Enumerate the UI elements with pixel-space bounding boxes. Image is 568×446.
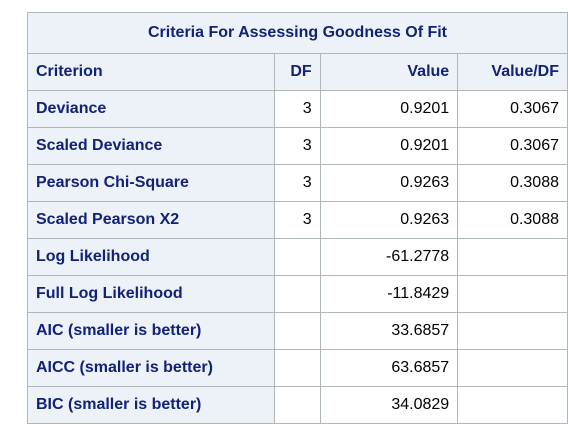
row-criterion: AICC (smaller is better) [28, 350, 275, 387]
table-row: Scaled Deviance 3 0.9201 0.3067 [28, 128, 568, 165]
cell-value: -61.2778 [320, 239, 458, 276]
row-criterion: AIC (smaller is better) [28, 313, 275, 350]
cell-df [274, 387, 320, 424]
cell-value-per-df: 0.3088 [458, 165, 568, 202]
cell-df [274, 276, 320, 313]
goodness-of-fit-table: Criteria For Assessing Goodness Of Fit C… [27, 12, 568, 424]
cell-value-per-df: 0.3067 [458, 91, 568, 128]
table-row: Full Log Likelihood -11.8429 [28, 276, 568, 313]
row-criterion: Full Log Likelihood [28, 276, 275, 313]
row-criterion: Scaled Pearson X2 [28, 202, 275, 239]
cell-df [274, 313, 320, 350]
cell-value: 0.9201 [320, 91, 458, 128]
table-row: Log Likelihood -61.2778 [28, 239, 568, 276]
cell-value: 0.9263 [320, 165, 458, 202]
cell-value-per-df [458, 387, 568, 424]
cell-value-per-df: 0.3067 [458, 128, 568, 165]
cell-df: 3 [274, 91, 320, 128]
table-title: Criteria For Assessing Goodness Of Fit [28, 13, 568, 54]
goodness-of-fit-table-wrapper: Criteria For Assessing Goodness Of Fit C… [27, 12, 568, 424]
table-body: Deviance 3 0.9201 0.3067 Scaled Deviance 3 0.9… [28, 91, 568, 424]
cell-value-per-df [458, 239, 568, 276]
table-header-row: Criterion DF Value Value/DF [28, 54, 568, 91]
table-title-row: Criteria For Assessing Goodness Of Fit [28, 13, 568, 54]
table-row: Pearson Chi-Square 3 0.9263 0.3088 [28, 165, 568, 202]
row-criterion: Scaled Deviance [28, 128, 275, 165]
cell-value: 63.6857 [320, 350, 458, 387]
column-header-value: Value [320, 54, 458, 91]
cell-value-per-df [458, 276, 568, 313]
cell-value: 34.0829 [320, 387, 458, 424]
row-criterion: Pearson Chi-Square [28, 165, 275, 202]
column-header-value-per-df: Value/DF [458, 54, 568, 91]
cell-value: 33.6857 [320, 313, 458, 350]
table-row: Deviance 3 0.9201 0.3067 [28, 91, 568, 128]
row-criterion: BIC (smaller is better) [28, 387, 275, 424]
cell-value: 0.9201 [320, 128, 458, 165]
column-header-df: DF [274, 54, 320, 91]
table-row: AIC (smaller is better) 33.6857 [28, 313, 568, 350]
cell-df [274, 239, 320, 276]
cell-df [274, 350, 320, 387]
cell-value: -11.8429 [320, 276, 458, 313]
table-row: BIC (smaller is better) 34.0829 [28, 387, 568, 424]
cell-value-per-df [458, 313, 568, 350]
table-row: AICC (smaller is better) 63.6857 [28, 350, 568, 387]
cell-value: 0.9263 [320, 202, 458, 239]
cell-df: 3 [274, 165, 320, 202]
cell-df: 3 [274, 128, 320, 165]
cell-value-per-df: 0.3088 [458, 202, 568, 239]
row-criterion: Deviance [28, 91, 275, 128]
cell-df: 3 [274, 202, 320, 239]
cell-value-per-df [458, 350, 568, 387]
table-row: Scaled Pearson X2 3 0.9263 0.3088 [28, 202, 568, 239]
row-criterion: Log Likelihood [28, 239, 275, 276]
column-header-criterion: Criterion [28, 54, 275, 91]
